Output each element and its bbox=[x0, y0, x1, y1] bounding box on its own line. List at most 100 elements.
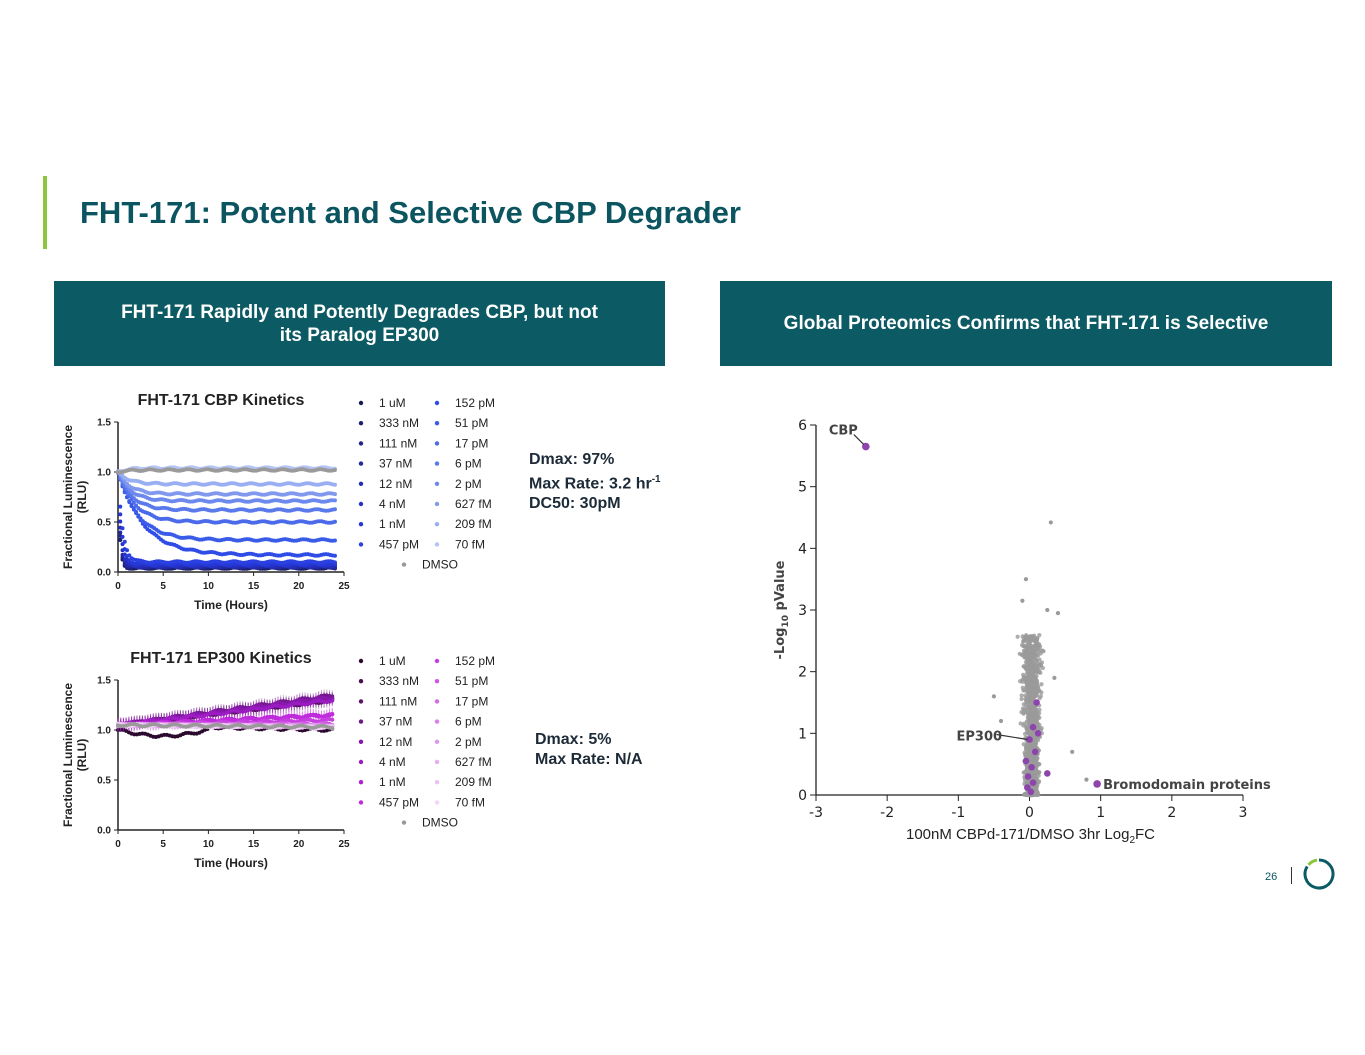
y-tick-label: 0.0 bbox=[97, 568, 111, 579]
left-section-banner: FHT-171 Rapidly and Potently Degrades CB… bbox=[54, 281, 665, 366]
y-axis-label: -Log10 pValue bbox=[773, 560, 791, 659]
legend-marker bbox=[358, 759, 364, 765]
legend-label: 12 nM bbox=[379, 735, 412, 749]
legend-label: 457 pM bbox=[379, 537, 419, 551]
x-tick-label: 2 bbox=[1167, 805, 1176, 821]
y-tick-label: 1.5 bbox=[97, 418, 111, 429]
data-point bbox=[332, 498, 337, 503]
legend-label: 457 pM bbox=[379, 795, 419, 809]
y-axis-label-line2: (RLU) bbox=[75, 739, 89, 772]
legend-label: 70 fM bbox=[455, 795, 485, 809]
data-point bbox=[332, 507, 337, 512]
legend-label: 111 nM bbox=[379, 436, 417, 450]
x-tick-label: 0 bbox=[1025, 805, 1034, 821]
y-tick-label: 1.0 bbox=[97, 468, 111, 479]
protein-point bbox=[1023, 702, 1029, 707]
legend-marker bbox=[434, 461, 440, 466]
legend-marker bbox=[358, 501, 364, 507]
legend-marker bbox=[358, 679, 364, 684]
protein-point bbox=[1041, 649, 1046, 654]
data-point bbox=[332, 560, 337, 565]
legend-label: DMSO bbox=[422, 558, 458, 572]
x-tick-label: 0 bbox=[115, 839, 121, 850]
legend-marker bbox=[358, 542, 364, 547]
protein-point bbox=[1038, 647, 1043, 652]
data-point bbox=[134, 503, 139, 508]
y-tick-label: 3 bbox=[798, 603, 807, 619]
series-17-pm bbox=[116, 470, 337, 525]
x-tick-label: 10 bbox=[203, 581, 215, 592]
data-point bbox=[118, 530, 123, 535]
legend-marker bbox=[434, 481, 440, 486]
legend-label: 4 nM bbox=[379, 755, 406, 769]
y-tick-label: 5 bbox=[798, 480, 807, 496]
cbp-max-rate: Max Rate: 3.2 hr-1 bbox=[529, 474, 661, 493]
legend-label: 1 nM bbox=[379, 517, 406, 531]
legend-marker bbox=[358, 421, 364, 426]
series-51-pm bbox=[116, 469, 337, 543]
legend-label: 1 uM bbox=[379, 654, 406, 668]
protein-point bbox=[1029, 731, 1034, 736]
data-point bbox=[332, 467, 337, 472]
legend-marker bbox=[434, 759, 440, 765]
x-tick-label: 15 bbox=[248, 581, 260, 592]
left-banner-line2: its Paralog EP300 bbox=[279, 324, 440, 346]
ep300-max-rate: Max Rate: N/A bbox=[535, 751, 643, 768]
legend-marker bbox=[358, 481, 364, 486]
y-axis-label-line1: Fractional Luminescence bbox=[61, 683, 75, 827]
protein-point bbox=[1033, 690, 1038, 695]
legend-marker bbox=[434, 400, 440, 406]
legend-label: 70 fM bbox=[455, 537, 485, 551]
y-tick-label: 0.5 bbox=[97, 776, 111, 787]
x-axis-label: Time (Hours) bbox=[194, 856, 268, 870]
legend-marker bbox=[358, 658, 364, 664]
legend-marker bbox=[434, 719, 440, 724]
x-axis-label: Time (Hours) bbox=[194, 598, 268, 612]
legend-label: 1 nM bbox=[379, 775, 406, 789]
legend-label: DMSO bbox=[422, 816, 458, 830]
legend-label: 2 pM bbox=[455, 477, 482, 491]
protein-cloud bbox=[991, 520, 1089, 798]
data-point bbox=[134, 509, 139, 514]
data-point bbox=[118, 537, 123, 542]
protein-point bbox=[1026, 663, 1031, 668]
x-tick-label: 20 bbox=[293, 581, 305, 592]
protein-point bbox=[1026, 722, 1032, 727]
legend-label: 111 nM bbox=[379, 694, 417, 708]
data-point bbox=[122, 539, 127, 544]
data-point bbox=[120, 534, 125, 539]
legend-label: 209 fM bbox=[455, 775, 492, 789]
data-point bbox=[330, 698, 335, 703]
y-tick-label: 1 bbox=[798, 726, 807, 742]
legend-marker bbox=[434, 522, 440, 527]
protein-point bbox=[1039, 663, 1044, 668]
legend-marker bbox=[434, 679, 440, 684]
x-tick-label: 1 bbox=[1096, 805, 1105, 821]
data-point bbox=[332, 492, 337, 497]
series-2-pm bbox=[116, 470, 337, 504]
data-point bbox=[136, 513, 141, 518]
x-tick-label: 25 bbox=[338, 839, 350, 850]
legend-label: 6 pM bbox=[455, 715, 482, 729]
data-point bbox=[131, 506, 136, 511]
x-tick-label: 3 bbox=[1239, 805, 1248, 821]
x-tick-label: -1 bbox=[951, 805, 965, 821]
legend-label: 51 pM bbox=[455, 674, 488, 688]
legend-marker bbox=[358, 719, 364, 724]
legend-label: 152 pM bbox=[455, 396, 495, 410]
chart-title: FHT-171 EP300 Kinetics bbox=[130, 650, 312, 667]
cbp-kinetics-chart: FHT-171 CBP Kinetics 0.0 0.5 1.0 1.5 0 5 10 15 20… bbox=[61, 392, 495, 612]
protein-point bbox=[1019, 696, 1024, 702]
legend-marker bbox=[358, 699, 364, 704]
data-point bbox=[118, 512, 123, 517]
data-point bbox=[125, 548, 130, 553]
data-point bbox=[332, 482, 337, 487]
left-banner-line1: FHT-171 Rapidly and Potently Degrades CB… bbox=[121, 301, 598, 323]
legend-marker bbox=[434, 658, 440, 664]
protein-point bbox=[1038, 693, 1043, 699]
protein-point bbox=[1034, 658, 1039, 663]
x-tick-label: -3 bbox=[809, 805, 823, 821]
legend-marker bbox=[434, 739, 440, 744]
y-tick-label: 0.0 bbox=[97, 826, 111, 837]
x-tick-label: 20 bbox=[293, 839, 305, 850]
